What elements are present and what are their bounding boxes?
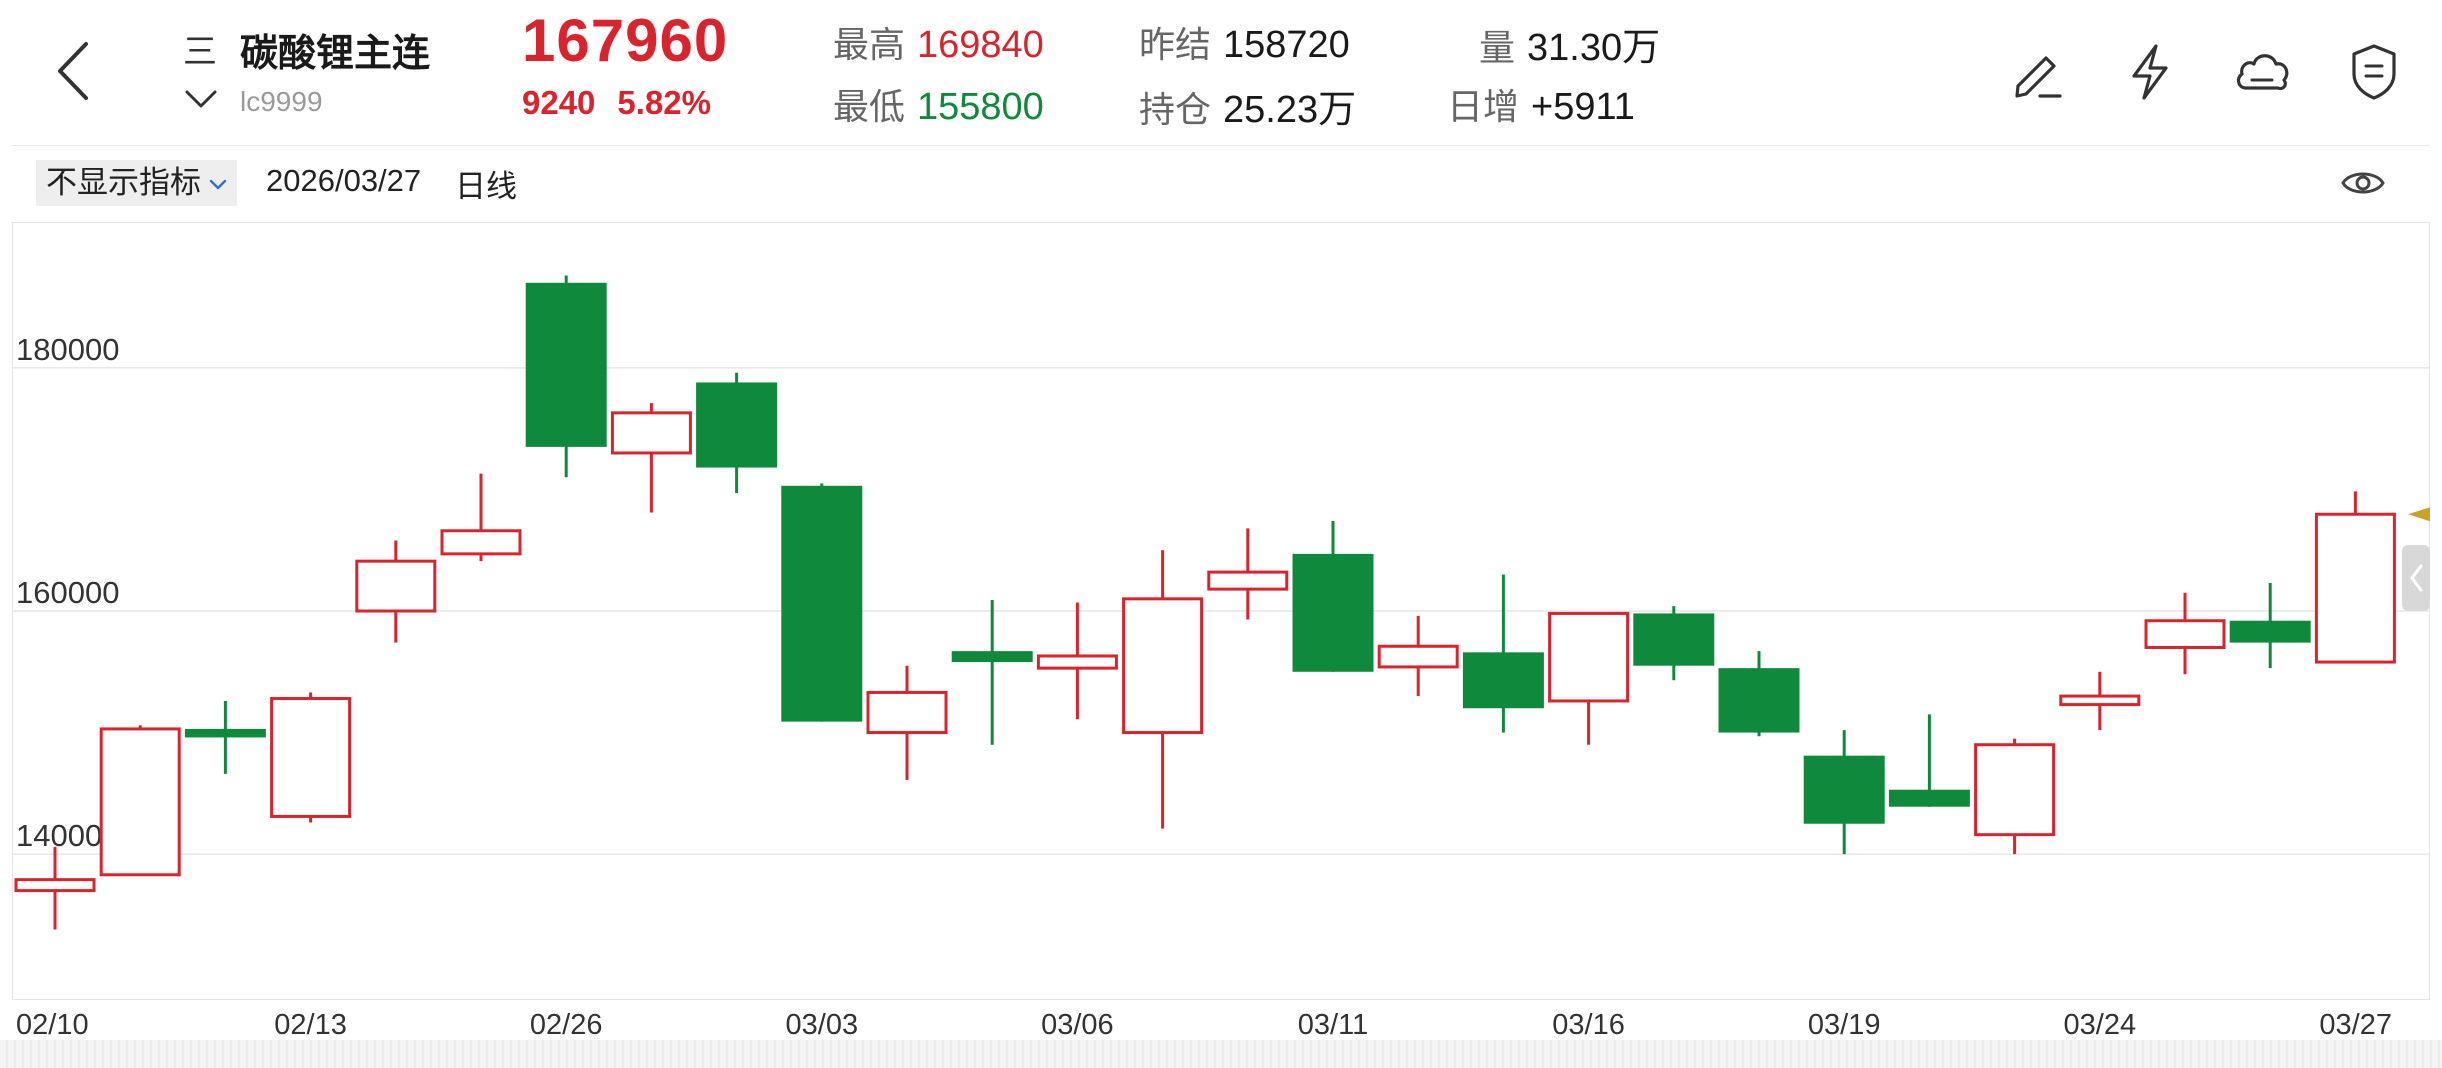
candle-body-down[interactable] [1803,755,1885,824]
stat-daily-increase: 日增 +5911 [1447,78,1635,130]
shield-icon[interactable] [2342,40,2406,104]
stat-prev-settle-value: 158720 [1223,24,1350,66]
candle-body-up[interactable] [270,697,352,818]
candle-body-up[interactable] [2144,619,2226,649]
cloud-icon[interactable] [2230,40,2294,104]
stat-open-interest-value: 25.23万 [1223,89,1357,131]
stat-high: 最高 169840 [833,16,1044,68]
candle-body-down[interactable] [951,651,1033,663]
candle-body-down[interactable] [184,728,266,738]
lightning-icon[interactable] [2118,40,2182,104]
x-tick-label: 03/11 [1298,1009,1368,1041]
change-value: 9240 [522,84,596,121]
stat-prev-settle-label: 昨结 [1139,25,1212,66]
x-tick-label: 02/26 [530,1009,603,1041]
x-tick-label: 02/10 [16,1009,89,1041]
y-tick-label: 180000 [16,332,119,367]
x-tick-label: 03/27 [2319,1009,2392,1041]
candle-body-down[interactable] [1292,553,1374,672]
x-tick-label: 03/06 [1041,1009,1114,1041]
stat-open-interest: 持仓 25.23万 [1139,78,1356,133]
period-selector[interactable]: 日线 [455,169,517,205]
candle-body-down[interactable] [1462,652,1544,709]
candle-body-up[interactable] [14,878,96,893]
candle-body-up[interactable] [99,727,181,877]
candle-body-down[interactable] [696,382,778,468]
candle-body-up[interactable] [2059,694,2141,707]
candle-body-up[interactable] [440,529,522,556]
candle-body-down[interactable] [1718,668,1800,733]
candle-body-down[interactable] [525,282,607,447]
back-icon[interactable] [52,38,102,104]
header-divider [12,145,2430,146]
candle-body-up[interactable] [1548,611,1630,703]
chevron-down-icon [209,179,227,189]
stat-high-label: 最高 [833,25,906,66]
stat-low: 最低 155800 [833,78,1044,130]
x-tick-label: 02/13 [274,1009,347,1041]
stat-volume: 量 31.30万 [1479,16,1660,71]
candle-body-down[interactable] [1633,613,1715,666]
edit-icon[interactable] [2006,40,2070,104]
last-price-marker [2408,507,2430,522]
indicator-select-label: 不显示指标 [46,165,201,201]
stat-volume-label: 量 [1479,28,1516,69]
x-tick-label: 03/24 [2064,1009,2137,1041]
candle-body-up[interactable] [1036,654,1118,670]
x-tick-label: 03/03 [786,1009,859,1041]
stat-daily-increase-value: +5911 [1531,86,1635,128]
candle-body-down[interactable] [2229,620,2311,643]
symbol-code: lc9999 [240,86,323,117]
stat-prev-settle: 昨结 158720 [1139,16,1350,68]
symbol-name[interactable]: 碳酸锂主连 [240,31,431,75]
candle-body-up[interactable] [1974,743,2056,837]
chart-date: 2026/03/27 [266,163,422,198]
x-tick-label: 03/16 [1552,1009,1625,1041]
stat-daily-increase-label: 日增 [1447,87,1520,128]
stat-high-value: 169840 [917,24,1044,66]
change-percent: 5.82% [617,84,711,121]
x-tick-label: 03/19 [1808,1009,1881,1041]
candle-body-up[interactable] [866,690,948,735]
candle-body-up[interactable] [610,411,692,455]
collapse-left-icon[interactable] [2410,564,2423,592]
candle-body-up[interactable] [1377,644,1459,669]
time-scrollbar[interactable] [0,1040,2442,1068]
stat-low-value: 155800 [917,86,1044,128]
price-change: 9240 5.82% [522,84,711,122]
candle-body-up[interactable] [355,559,437,613]
eye-icon[interactable] [2340,162,2386,204]
stat-open-interest-label: 持仓 [1139,90,1212,131]
candle-body-up[interactable] [2314,512,2396,664]
candle-body-down[interactable] [781,485,863,722]
y-tick-label: 160000 [16,575,119,610]
collapse-handle[interactable] [2402,545,2430,611]
candle-body-up[interactable] [1122,597,1204,735]
stat-volume-value: 31.30万 [1527,27,1661,69]
stat-low-label: 最低 [833,87,906,128]
last-price: 167960 [522,7,729,74]
indicator-select[interactable]: 不显示指标 [36,160,237,206]
menu-icon[interactable]: 三 [183,32,217,72]
candle-body-up[interactable] [1207,570,1289,591]
candle-body-down[interactable] [1888,789,1970,807]
chevron-down-icon[interactable] [183,84,219,114]
quote-header: 三 碳酸锂主连 lc9999 167960 9240 5.82% 最高 169840… [0,0,2442,145]
